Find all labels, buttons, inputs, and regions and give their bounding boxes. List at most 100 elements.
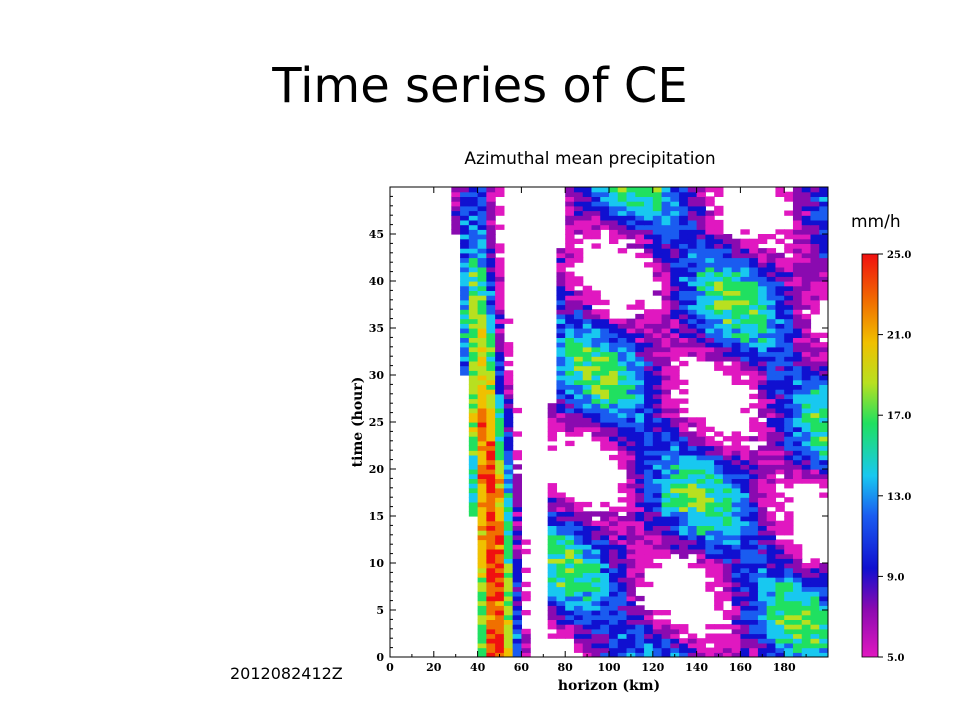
heat-cell bbox=[731, 633, 741, 639]
heat-cell bbox=[556, 426, 566, 432]
heat-cell bbox=[644, 487, 654, 494]
heat-cell bbox=[731, 638, 741, 644]
heat-cell bbox=[775, 469, 785, 475]
heat-cell bbox=[784, 459, 794, 465]
heat-cell bbox=[757, 581, 768, 588]
heat-cell bbox=[626, 215, 636, 221]
heat-cell bbox=[687, 337, 698, 343]
heat-cell bbox=[521, 591, 531, 597]
heat-cell bbox=[670, 323, 680, 329]
heat-cell bbox=[784, 539, 794, 545]
heat-cell bbox=[468, 271, 479, 277]
heat-cell bbox=[749, 356, 759, 362]
heat-cell bbox=[696, 201, 706, 207]
heat-cell bbox=[626, 196, 636, 202]
heat-cell bbox=[573, 337, 584, 343]
heat-cell bbox=[819, 605, 828, 611]
heat-cell bbox=[661, 633, 671, 639]
heat-cell bbox=[714, 304, 724, 310]
heat-cell bbox=[714, 346, 724, 353]
heat-cell bbox=[775, 398, 785, 404]
heat-cell bbox=[670, 628, 680, 635]
heat-cell bbox=[582, 210, 593, 216]
heat-cell bbox=[661, 323, 671, 329]
heat-cell bbox=[775, 309, 785, 315]
heat-cell bbox=[784, 290, 794, 296]
heat-cell bbox=[486, 299, 496, 306]
heat-cell bbox=[731, 318, 741, 324]
heat-cell bbox=[617, 440, 628, 447]
heat-cell bbox=[661, 647, 671, 653]
heat-cell bbox=[582, 337, 593, 343]
heat-cell bbox=[565, 403, 575, 409]
heat-cell bbox=[687, 464, 698, 470]
heat-cell bbox=[792, 290, 803, 296]
heat-cell bbox=[591, 614, 601, 620]
heat-cell bbox=[801, 356, 812, 362]
heat-cell bbox=[801, 257, 812, 263]
heat-cell bbox=[582, 548, 593, 555]
heat-cell bbox=[591, 539, 601, 545]
heat-cell bbox=[486, 215, 496, 221]
heat-cell bbox=[573, 431, 584, 437]
heat-cell bbox=[477, 257, 487, 263]
heat-cell bbox=[722, 525, 733, 531]
heat-cell bbox=[766, 262, 777, 268]
heat-cell bbox=[477, 412, 487, 418]
heat-cell bbox=[626, 591, 636, 597]
heat-cell bbox=[661, 384, 671, 390]
heat-cell bbox=[556, 370, 566, 376]
heat-cell bbox=[468, 196, 479, 202]
heat-cell bbox=[687, 346, 698, 353]
heat-cell bbox=[468, 318, 479, 324]
heat-cell bbox=[801, 187, 812, 193]
heat-cell bbox=[766, 595, 777, 602]
heat-cell bbox=[617, 497, 628, 503]
heat-cell bbox=[565, 389, 575, 395]
heat-cell bbox=[705, 464, 715, 470]
heat-cell bbox=[495, 248, 505, 254]
heat-cell bbox=[714, 290, 724, 296]
heat-cell bbox=[644, 431, 654, 437]
heat-cell bbox=[626, 234, 636, 240]
heat-cell bbox=[556, 586, 566, 592]
heat-cell bbox=[477, 299, 487, 306]
heat-cell bbox=[556, 558, 566, 564]
heat-cell bbox=[819, 252, 828, 259]
heat-cell bbox=[740, 511, 750, 517]
heat-cell bbox=[801, 328, 812, 334]
heat-cell bbox=[565, 417, 575, 423]
heat-cell bbox=[503, 581, 514, 588]
heat-cell bbox=[687, 511, 698, 517]
heat-cell bbox=[775, 548, 785, 555]
heat-cell bbox=[679, 628, 689, 635]
heat-cell bbox=[705, 581, 715, 588]
heat-cell bbox=[626, 384, 636, 390]
heat-cell bbox=[495, 422, 505, 428]
heat-cell bbox=[512, 577, 522, 583]
heat-cell bbox=[565, 295, 575, 301]
heat-cell bbox=[679, 252, 689, 259]
heat-cell bbox=[644, 454, 654, 461]
heat-cell bbox=[600, 393, 610, 400]
heat-cell bbox=[749, 600, 759, 606]
heat-cell bbox=[757, 304, 768, 310]
heat-cell bbox=[591, 219, 601, 226]
heat-cell bbox=[626, 370, 636, 376]
heat-cell bbox=[670, 492, 680, 498]
heat-cell bbox=[722, 290, 733, 296]
heat-cell bbox=[486, 525, 496, 531]
heat-cell bbox=[635, 563, 645, 569]
heat-cell bbox=[626, 628, 636, 635]
heat-cell bbox=[792, 619, 803, 625]
heat-cell bbox=[810, 229, 820, 235]
heat-cell bbox=[801, 337, 812, 343]
heat-cell bbox=[670, 487, 680, 494]
heat-cell bbox=[626, 351, 636, 357]
heat-cell bbox=[460, 285, 470, 291]
heat-cell bbox=[757, 577, 768, 583]
heat-cell bbox=[460, 328, 470, 334]
heat-cell bbox=[757, 290, 768, 296]
heat-cell bbox=[731, 539, 741, 545]
heat-cell bbox=[591, 342, 601, 348]
